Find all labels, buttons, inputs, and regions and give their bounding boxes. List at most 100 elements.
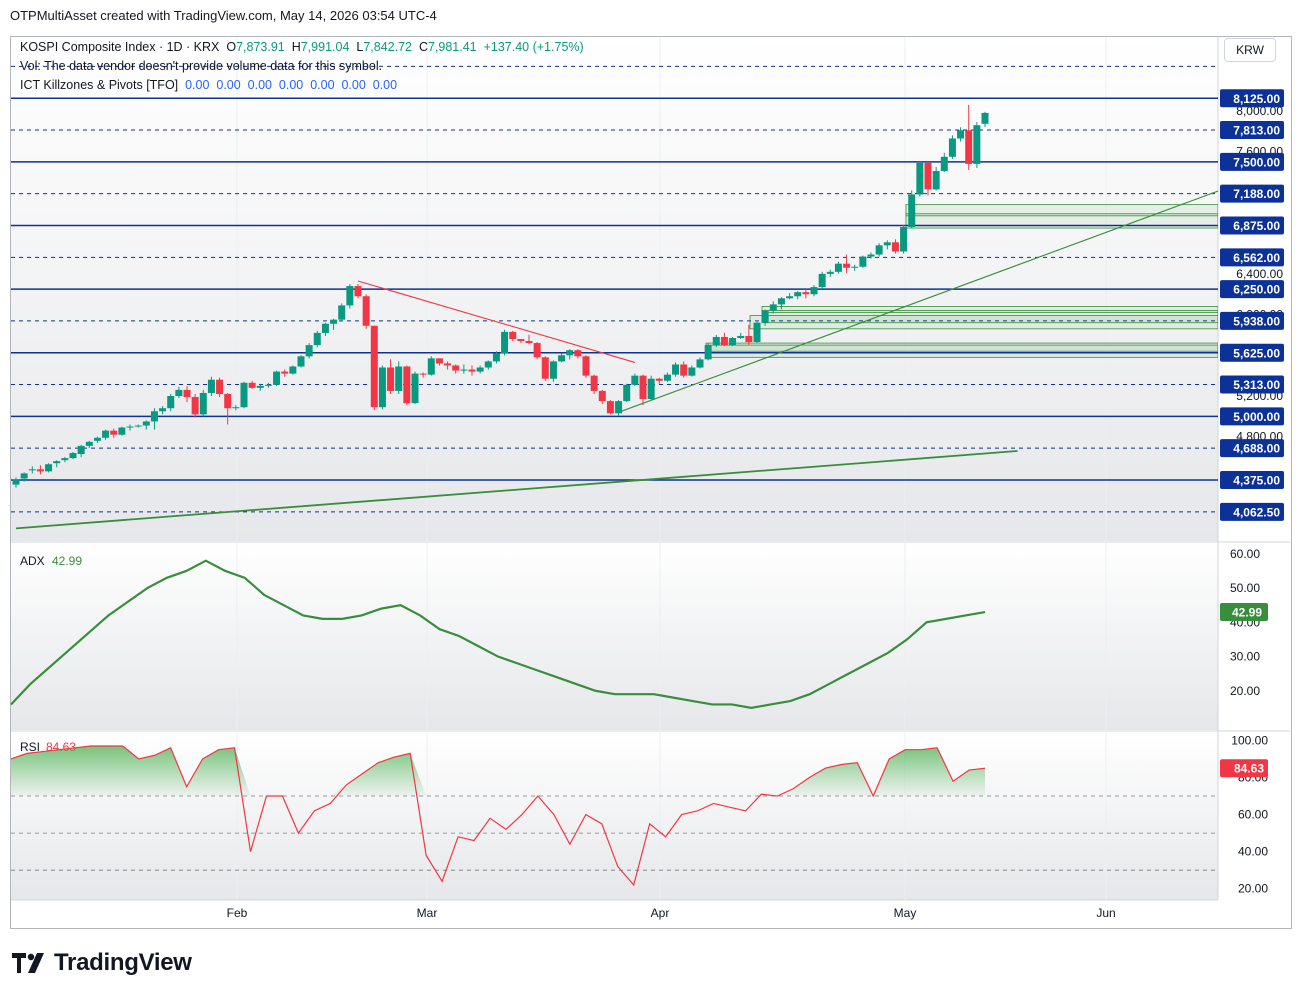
candle-body [737,335,745,338]
candle-body [631,375,639,385]
candle-body [118,427,126,435]
candle-body [891,242,899,252]
candle-body [549,361,557,379]
candle-body [452,365,460,371]
candle-body [460,369,468,371]
candle-body [395,366,403,391]
close-value: 7,981.41 [427,40,477,54]
candle-body [981,112,989,124]
time-axis-label: May [894,906,917,920]
tradingview-logo[interactable]: TradingView [12,949,192,977]
candle-body [256,385,264,388]
rsi-line [10,745,986,887]
candle-body [859,256,867,267]
candle-body [900,227,908,252]
candle-body [61,458,69,461]
candle-body [297,356,305,367]
candle-body [338,305,346,320]
low-label: L [356,40,364,54]
level-label-text: 6,562.00 [1233,251,1280,265]
candle-body [818,273,826,288]
candle-body [826,271,834,274]
support-zone [749,315,1218,330]
candle-body [387,367,395,391]
candle-body [126,426,134,428]
adx-axis-tick: 20.00 [1230,684,1260,698]
candle-body [281,371,289,374]
candle-body [77,445,85,455]
candle-body [932,171,940,190]
candle-body [216,379,224,394]
price-plot [11,65,1218,530]
level-label-box [1220,248,1284,267]
indicator-name[interactable]: ICT Killzones & Pivots [TFO] [20,78,179,92]
candle-body [93,437,101,441]
candle-body [623,384,631,402]
candle-body [444,363,452,366]
rsi-overbought-fill [11,745,985,797]
support-zone [905,213,1218,229]
candle-body [606,401,614,414]
symbol-name[interactable]: KOSPI Composite Index · 1D · KRX [20,40,220,54]
candle-body [346,286,354,306]
candle-body [484,361,492,368]
level-label-box [1220,121,1284,140]
indicator-values: 0.00 0.00 0.00 0.00 0.00 0.00 0.00 [185,78,398,92]
level-label-box [1220,502,1284,521]
candle-body [110,430,118,435]
adx-pane-background [11,542,1218,730]
currency-button[interactable]: KRW [1224,38,1276,62]
candle-body [264,384,272,386]
candle-body [761,310,769,323]
level-label-box [1220,471,1284,489]
rsi-value-label: 84.63 [1234,762,1264,776]
symbol-legend: KOSPI Composite Index · 1D · KRX O7,873.… [20,40,584,54]
level-label-box [1220,89,1284,108]
candle-body [273,371,281,385]
time-axis-label: Jun [1096,906,1115,920]
candle-body [150,411,158,422]
candle-body [28,469,36,471]
candle-body [875,245,883,255]
candle-body [45,464,53,472]
adx-line [10,559,986,710]
candle-body [940,156,948,172]
level-label-text: 5,625.00 [1233,346,1280,360]
price-axis-tick: 8,000.00 [1236,104,1283,118]
candle-body [615,401,623,414]
candle-body [541,357,549,379]
level-label-text: 7,813.00 [1233,124,1280,138]
tradingview-logo-icon [12,953,44,973]
candle-body [305,345,313,357]
level-label-text: 4,688.00 [1233,442,1280,456]
candle-body [574,350,582,357]
level-label-text: 5,938.00 [1233,314,1280,328]
candle-body [370,325,378,408]
candle-body [403,366,411,404]
candle-body [696,359,704,368]
adx-legend-value: 42.99 [52,554,82,568]
adx-value-box [1220,603,1268,622]
candle-body [851,266,859,268]
candle-body [655,378,663,381]
candle-body [134,425,142,427]
candle-body [517,339,525,342]
candle-body [175,389,183,397]
candle-body [476,367,484,372]
close-label: C [418,40,428,54]
open-value: 7,873.91 [236,40,285,54]
high-value: 7,991.04 [300,40,350,54]
candle-body [916,162,924,195]
candle-body [232,407,240,409]
candle-body [883,242,891,246]
candle-body [957,130,965,139]
adx-title: ADX [20,554,45,568]
support-zone [761,306,1218,313]
level-label-text: 4,375.00 [1233,474,1280,488]
candle-body [834,263,842,272]
level-label-text: 5,000.00 [1233,410,1280,424]
candle-body [69,453,77,459]
candle-body [720,336,728,346]
time-axis-label: Feb [227,906,248,920]
